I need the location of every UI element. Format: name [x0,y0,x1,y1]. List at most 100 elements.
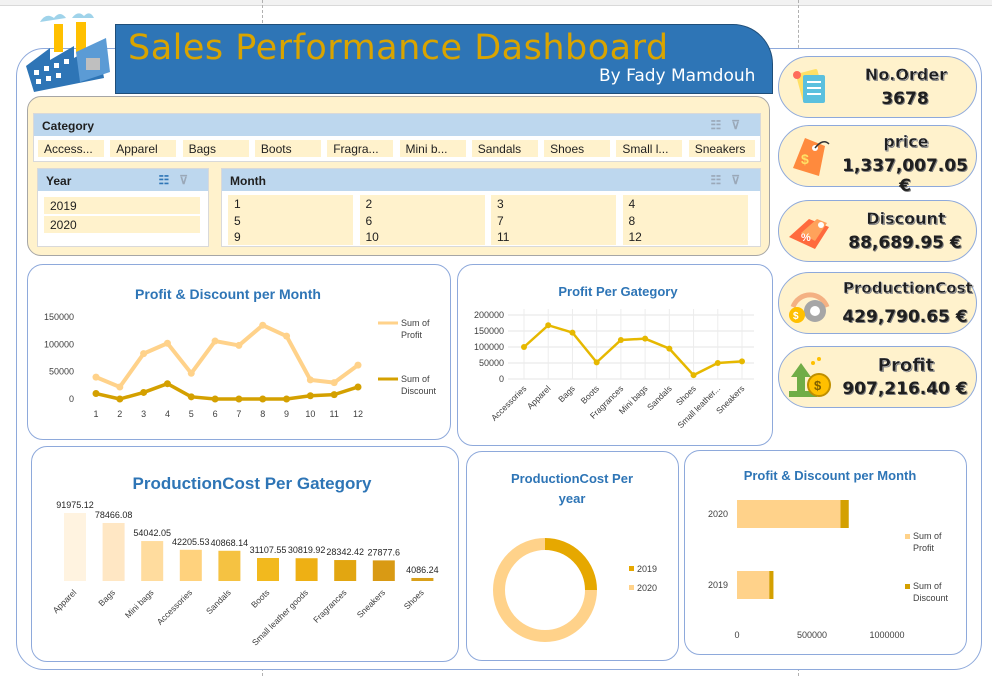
legend-label: Sum of [401,374,430,384]
month-option[interactable]: 3 [491,195,616,212]
svg-text:%: % [801,232,811,244]
data-point [259,395,267,403]
y-tick-label: 50000 [479,358,504,368]
legend-label: Sum of [913,531,942,541]
series-line [95,381,359,401]
data-label: 91975.12 [56,500,94,510]
month-option[interactable]: 12 [622,228,748,245]
data-label: 4086.24 [406,565,439,575]
year-option[interactable]: 2019 [44,197,200,214]
category-slicer-header: Category ☷⊽ [34,114,760,136]
slicer-panel: Category ☷⊽ Access... Apparel Bags Boots Fra… [27,96,770,256]
y-tick-label: 2020 [708,509,728,519]
x-tick-label: Bags [556,383,577,404]
x-tick-label: 0 [734,630,739,640]
month-option[interactable]: 2 [359,195,485,212]
month-option[interactable]: 8 [622,211,748,229]
legend-label: Profit [913,543,935,553]
category-option[interactable]: Sandals [471,140,538,157]
data-point [714,360,721,366]
kpi-production-cost-label: ProductionCost [843,279,973,297]
category-option[interactable]: Bags [182,140,249,157]
month-option[interactable]: 1 [228,195,353,212]
data-label: 54042.05 [133,528,171,538]
month-option[interactable]: 6 [359,211,485,229]
category-option[interactable]: Shoes [544,140,611,157]
category-slicer-label: Category [42,119,95,133]
data-point [306,376,314,384]
category-option[interactable]: Sneakers [688,140,755,157]
series-line [523,323,743,377]
year-slicer-header: Year ☷⊽ [38,169,208,191]
month-option[interactable]: 9 [228,228,353,245]
legend-swatch [629,585,634,590]
x-tick-label: Accessories [155,587,194,626]
clear-filter-icon[interactable]: ⊽ [731,173,750,187]
kpi-profit-value: 907,216.40 € [842,379,968,399]
multi-select-icon[interactable]: ☷ [158,173,180,187]
data-label: 78466.08 [95,510,133,520]
chart-title-line: ProductionCost Per [510,471,634,486]
data-point [235,341,243,349]
profit-discount-month-panel: Profit & Discount per Month 0 50000 100000… [27,264,451,440]
donut-slice [493,538,597,642]
data-label: 40868.14 [211,538,249,548]
sheet-header-edge [0,0,992,6]
profit-category-chart: 0 50000 100000 150000 200000 AccessoriesAppar… [474,309,754,430]
x-tick-label: 2 [117,409,122,419]
data-point [211,337,219,345]
x-tick-label: Bags [96,587,117,608]
data-point [163,339,171,347]
legend-label: Sum of [401,318,430,328]
chart-title: Profit & Discount per Month [743,468,917,483]
chart-title: ProductionCost Per year [477,469,667,509]
x-tick-label: 3 [141,409,146,419]
legend-swatch [629,566,634,571]
data-label: 31107.55 [250,545,287,555]
category-option[interactable]: Boots [254,140,321,157]
year-option[interactable]: 2020 [44,216,200,233]
month-option[interactable]: 5 [228,211,353,229]
x-tick-label: Mini bags [123,587,156,620]
x-tick-label: 5 [189,409,194,419]
multi-select-icon[interactable]: ☷ [710,118,732,132]
category-option[interactable]: Apparel [110,140,177,157]
kpi-production-cost: $ ProductionCost 429,790.65 € [778,272,977,334]
data-point [283,395,291,403]
month-option[interactable]: 10 [359,228,485,245]
y-tick-label: 50000 [49,367,74,377]
kpi-profit: $ Profit 907,216.40 € [778,346,977,408]
month-option[interactable]: 7 [491,211,616,229]
legend-label: Discount [401,386,437,396]
bar [257,558,279,581]
month-option[interactable]: 4 [622,195,748,212]
x-tick-label: Apparel [525,383,553,411]
x-tick-label: 1 [93,409,98,419]
data-point [140,350,148,358]
clear-filter-icon[interactable]: ⊽ [731,118,750,132]
gear-cost-icon: $ [789,292,830,323]
category-option[interactable]: Access... [38,140,104,157]
category-option[interactable]: Small l... [616,140,683,157]
category-option[interactable]: Fragra... [327,140,394,157]
month-slicer-label: Month [230,174,266,188]
clear-filter-icon[interactable]: ⊽ [179,173,198,187]
data-point [116,395,124,403]
x-tick-label: 11 [330,409,339,419]
data-point [617,336,624,343]
month-option[interactable]: 11 [491,228,616,245]
x-tick-label: 4 [165,409,170,419]
kpi-discount: % Discount 88,689.95 € [778,200,977,262]
legend-swatch [905,584,910,589]
production-cost-year-chart: 2019 2020 [493,538,657,642]
x-tick-label: Sandals [645,383,674,412]
category-option[interactable]: Mini b... [399,140,466,157]
bar [179,549,202,581]
multi-select-icon[interactable]: ☷ [710,173,732,187]
x-tick-label: Sneakers [355,587,387,619]
x-tick-label: Fragrances [311,587,348,624]
bar-segment [737,500,841,528]
data-point [330,379,338,387]
bar [102,522,125,581]
bar-segment [769,571,774,599]
